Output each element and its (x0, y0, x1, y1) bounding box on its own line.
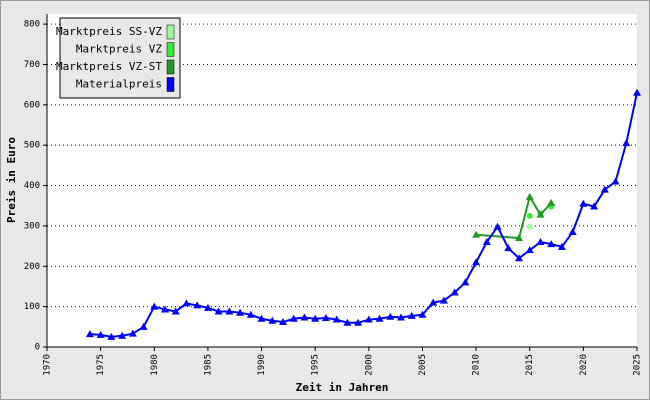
data-point (527, 224, 533, 230)
legend-swatch (167, 43, 174, 57)
x-tick-label: 2000 (364, 354, 374, 376)
y-tick-label: 800 (24, 20, 40, 30)
legend-label: Marktpreis VZ (76, 43, 162, 56)
legend-label: Materialpreis (76, 78, 162, 91)
legend-swatch (167, 60, 174, 74)
legend-label: Marktpreis VZ-ST (56, 60, 162, 73)
x-tick-label: 1995 (311, 354, 321, 376)
y-tick-label: 0 (35, 343, 40, 353)
x-tick-label: 1990 (257, 354, 267, 376)
x-tick-label: 2010 (472, 354, 482, 376)
y-tick-label: 300 (24, 221, 40, 231)
legend-swatch (167, 78, 174, 92)
y-tick-label: 400 (24, 181, 40, 191)
legend: Marktpreis SS-VZ Marktpreis VZ Marktpreis … (56, 18, 180, 98)
y-tick-label: 500 (24, 141, 40, 151)
x-axis-title: Zeit in Jahren (296, 381, 389, 394)
x-tick-label: 1985 (203, 354, 213, 376)
legend-label: Marktpreis SS-VZ (56, 25, 162, 38)
x-tick-label: 2015 (525, 354, 535, 376)
x-tick-label: 1980 (150, 354, 160, 376)
legend-swatch (167, 25, 174, 39)
y-tick-label: 600 (24, 100, 40, 110)
x-tick-label: 2025 (633, 354, 643, 376)
x-tick-label: 1970 (43, 354, 53, 376)
data-point (527, 213, 533, 219)
y-tick-label: 200 (24, 262, 40, 272)
y-tick-label: 700 (24, 60, 40, 70)
x-tick-label: 1975 (96, 354, 106, 376)
x-tick-label: 2020 (579, 354, 589, 376)
y-axis-title: Preis in Euro (5, 137, 18, 223)
x-tick-label: 2005 (418, 354, 428, 376)
y-tick-label: 100 (24, 302, 40, 312)
